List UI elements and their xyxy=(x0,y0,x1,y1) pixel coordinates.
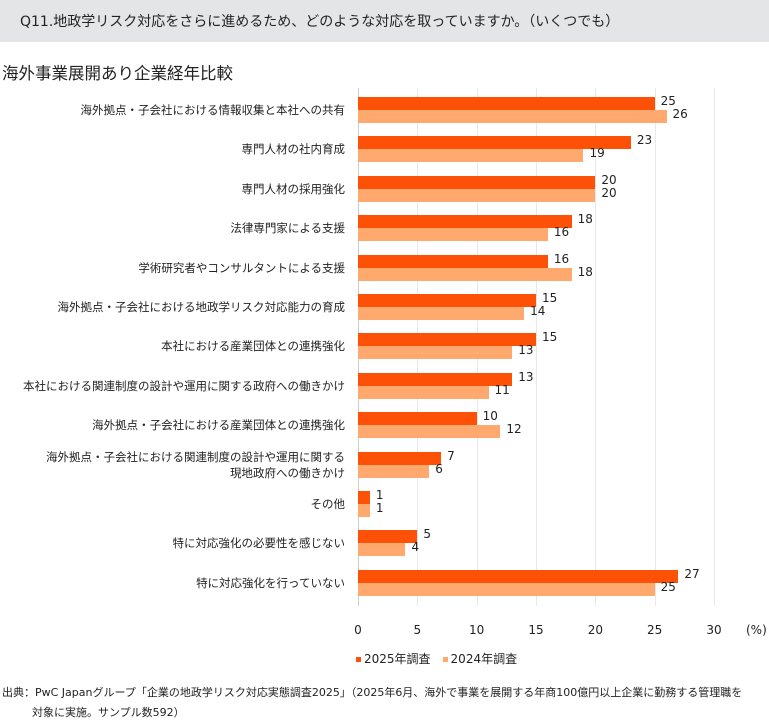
bar-2025 xyxy=(358,491,370,504)
x-tick-label: 15 xyxy=(528,623,544,637)
gridline xyxy=(714,88,715,606)
source-line-1: 出典：PwC Japanグループ「企業の地政学リスク対応実態調査2025」（20… xyxy=(2,686,743,699)
legend-item-2024: 2024年調査 xyxy=(442,650,518,667)
category-label: 専門人材の社内育成 xyxy=(241,142,346,157)
data-label: 12 xyxy=(506,422,522,437)
data-label: 18 xyxy=(577,264,593,279)
category-label: 本社における産業団体との連携強化 xyxy=(161,339,345,354)
data-label: 20 xyxy=(601,185,617,200)
legend-label: 2025年調査 xyxy=(364,652,431,666)
bar-2024 xyxy=(358,149,584,163)
bar-2024 xyxy=(358,582,655,596)
bar-2025 xyxy=(358,372,513,386)
x-unit: (%) xyxy=(746,623,767,637)
legend-swatch xyxy=(442,657,448,662)
x-tick-label: 30 xyxy=(706,623,722,637)
legend: 2025年調査 2024年調査 xyxy=(356,650,517,667)
data-label: 13 xyxy=(518,369,534,384)
bar-2025 xyxy=(358,175,596,189)
bar-2024 xyxy=(358,110,667,123)
legend-label: 2024年調査 xyxy=(450,652,518,666)
category-label: 海外拠点・子会社における情報収集と本社への共有 xyxy=(80,103,346,117)
category-label: 特に対応強化の必要性を感じない xyxy=(172,536,346,551)
category-label-line: 海外拠点・子会社における関連制度の設計や運用に関する xyxy=(46,449,345,464)
legend-swatch xyxy=(356,657,361,662)
category-label: 法律専門家による支援 xyxy=(230,221,345,236)
bar-2024 xyxy=(358,346,513,360)
x-tick-label: 5 xyxy=(413,623,422,637)
data-label: 1 xyxy=(375,488,384,502)
bar-2025 xyxy=(358,569,679,583)
bar-2024 xyxy=(358,464,430,478)
data-label: 1 xyxy=(375,501,384,515)
data-label: 10 xyxy=(482,409,498,424)
bar-2024 xyxy=(358,425,501,439)
category-label: 本社における関連制度の設計や運用に関する政府への働きかけ xyxy=(23,378,345,393)
data-label: 27 xyxy=(684,566,700,581)
bar-2025 xyxy=(358,412,477,426)
data-label: 15 xyxy=(542,291,558,305)
data-label: 25 xyxy=(660,94,676,108)
data-label: 6 xyxy=(435,461,443,476)
data-label: 7 xyxy=(447,448,455,463)
data-label: 15 xyxy=(542,330,558,345)
bar-2024 xyxy=(358,543,406,557)
data-label: 20 xyxy=(601,172,617,187)
bar-2025 xyxy=(358,136,631,150)
bar-2025 xyxy=(358,215,572,229)
legend-item-2025: 2025年調査 xyxy=(356,650,431,667)
data-label: 16 xyxy=(553,225,570,240)
gridline xyxy=(595,88,597,606)
x-tick-label: 0 xyxy=(354,623,362,637)
bar-2024 xyxy=(358,267,572,281)
question-header: Q11.地政学リスク対応をさらに進めるため、どのような対応を取っていますか。（い… xyxy=(0,0,769,42)
category-label: 専門人材の採用強化 xyxy=(241,181,346,196)
data-label: 16 xyxy=(553,251,570,266)
bar-2024 xyxy=(358,188,596,202)
gridline xyxy=(654,88,656,606)
data-label: 11 xyxy=(494,382,510,397)
data-label: 18 xyxy=(577,212,593,227)
question-text: Q11.地政学リスク対応をさらに進めるため、どのような対応を取っていますか。（い… xyxy=(20,14,620,30)
data-label: 26 xyxy=(672,107,688,121)
data-label: 5 xyxy=(423,527,431,542)
chart-subtitle: 海外事業展開あり企業経年比較 xyxy=(2,64,233,83)
plot-area: 25 26 23 19 20 20 18 16 16 18 15 14 15 13 13 11 10 12 7 6 1 1… xyxy=(358,88,715,606)
bar-2025 xyxy=(358,333,536,347)
data-label: 13 xyxy=(518,343,534,358)
x-tick-label: 25 xyxy=(647,623,663,637)
data-label: 25 xyxy=(660,579,676,594)
gridline xyxy=(536,88,537,606)
category-label: 海外拠点・子会社における産業団体との連携強化 xyxy=(92,418,345,433)
category-label: 海外拠点・子会社における関連制度の設計や運用に関する 現地政府への働きかけ xyxy=(46,449,345,481)
bar-2024 xyxy=(358,504,370,517)
bar-2025 xyxy=(358,294,536,307)
bar-2025 xyxy=(358,530,418,544)
data-label: 19 xyxy=(589,146,605,161)
data-label: 23 xyxy=(636,133,653,148)
x-tick-label: 20 xyxy=(587,623,603,637)
data-label: 14 xyxy=(530,304,546,318)
category-label: 学術研究者やコンサルタントによる支援 xyxy=(138,260,345,275)
bar-2025 xyxy=(358,254,548,268)
source-line-2: 対象に実施。サンプル数592） xyxy=(32,706,185,719)
category-label: 特に対応強化を行っていない xyxy=(196,575,345,590)
source-note: 出典：PwC Japanグループ「企業の地政学リスク対応実態調査2025」（20… xyxy=(2,683,767,723)
category-label-line: 現地政府への働きかけ xyxy=(230,465,345,480)
category-label: その他 xyxy=(310,497,346,511)
bar-2024 xyxy=(358,385,489,399)
x-tick-label: 10 xyxy=(469,623,485,637)
bar-2025 xyxy=(358,97,655,110)
bar-2025 xyxy=(358,451,442,465)
data-label: 4 xyxy=(411,540,420,555)
bar-2024 xyxy=(358,228,548,242)
category-label: 海外拠点・子会社における地政学リスク対応能力の育成 xyxy=(57,300,346,314)
bar-2024 xyxy=(358,307,525,320)
